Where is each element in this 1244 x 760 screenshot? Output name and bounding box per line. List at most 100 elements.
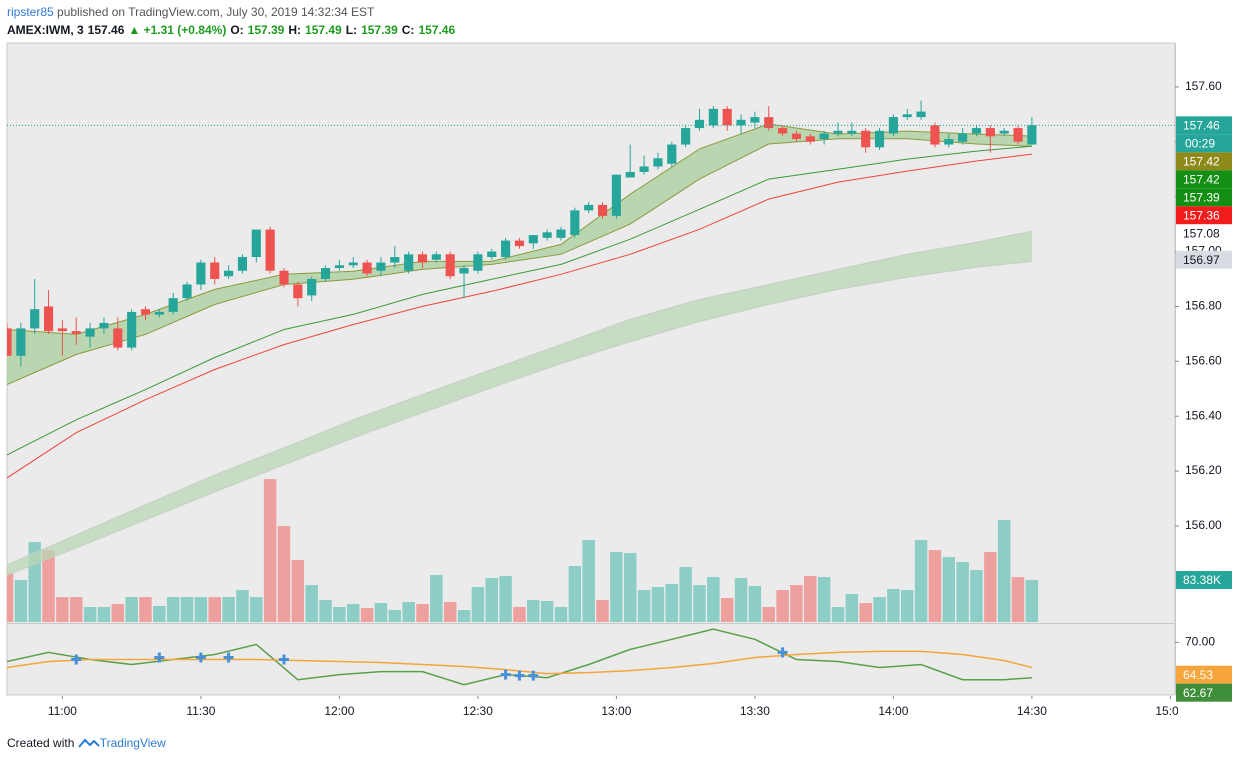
- countdown-label: 00:29: [1185, 136, 1215, 150]
- x-tick-label: 14:30: [1017, 704, 1047, 718]
- volume-bar: [277, 526, 291, 622]
- volume-bar: [527, 600, 540, 622]
- candle-body: [127, 311, 137, 348]
- volume-bar: [540, 601, 554, 622]
- candle-body: [473, 254, 483, 271]
- x-tick-label: 13:30: [740, 704, 770, 718]
- candle-body: [487, 251, 497, 258]
- footer-text: Created with: [7, 736, 75, 750]
- volume-bar: [236, 590, 249, 622]
- volume-bar: [83, 607, 97, 622]
- brand[interactable]: TradingView: [99, 736, 166, 750]
- volume-bar: [153, 605, 166, 622]
- volume-bar: [7, 573, 14, 622]
- candle-body: [570, 210, 580, 236]
- signal-marker: [223, 652, 234, 663]
- price-tag: [1176, 683, 1232, 702]
- footer: Created with TradingView: [7, 735, 166, 750]
- volume-bar: [70, 597, 83, 622]
- candle-body: [888, 117, 898, 134]
- volume-bar: [873, 597, 886, 622]
- volume-bar: [14, 580, 28, 622]
- symbol-line: AMEX:IWM, 3 157.46 ▲ +1.31 (+0.84%) O: 157.3…: [7, 23, 459, 37]
- countdown-tag: [1176, 134, 1232, 153]
- author[interactable]: ripster85: [7, 5, 54, 19]
- volume-bar: [42, 550, 55, 622]
- volume-bar: [596, 600, 609, 622]
- cloud-edge: [7, 260, 1032, 576]
- y-tick-label: 156.00: [1185, 518, 1222, 532]
- candle-body: [722, 108, 732, 126]
- price-tag: [1176, 571, 1232, 590]
- candle-body: [653, 158, 663, 167]
- x-tick-label: 12:00: [324, 704, 354, 718]
- published: published on TradingView.com, July 30, 2…: [57, 5, 375, 19]
- candle-body: [1013, 128, 1023, 142]
- candle-body: [154, 311, 164, 315]
- oscillator-line: [7, 628, 1032, 686]
- candle-body: [597, 204, 608, 216]
- signal-marker: [195, 652, 206, 663]
- volume-bar: [222, 597, 235, 622]
- volume-bar: [443, 602, 457, 622]
- candle-body: [279, 270, 289, 285]
- volume-bar: [430, 575, 443, 622]
- volume-bar: [97, 607, 111, 622]
- ema-line: [7, 153, 1032, 479]
- price-tag: [1176, 152, 1232, 171]
- candle-body: [736, 119, 746, 126]
- volume-bar: [831, 607, 845, 622]
- candle-body: [43, 306, 54, 332]
- symbol-part: H:: [288, 23, 302, 37]
- cloud-band: [7, 231, 1032, 576]
- candle-body: [224, 270, 234, 277]
- volume-bar: [1025, 580, 1039, 622]
- price-pane: [7, 100, 1175, 622]
- price-tag: [1176, 116, 1232, 135]
- volume-bar: [319, 600, 332, 622]
- volume-bar: [720, 598, 734, 622]
- signal-marker: [500, 669, 511, 680]
- y-tick-label: 70.00: [1185, 635, 1215, 649]
- candle-body: [930, 125, 940, 145]
- candle-body: [445, 254, 455, 277]
- candle-body: [196, 262, 206, 285]
- candle-body: [833, 130, 843, 134]
- volume-bar: [901, 590, 914, 622]
- volume-bar: [804, 576, 817, 622]
- signal-marker: [528, 670, 539, 681]
- volume-bar: [997, 520, 1011, 622]
- candle-body: [971, 128, 982, 134]
- candle-body: [764, 117, 774, 129]
- candle-body: [611, 174, 621, 216]
- symbol-part: 157.46: [87, 23, 125, 37]
- candle-body: [376, 262, 386, 271]
- volume-bar: [263, 479, 277, 622]
- price-tag: [1176, 170, 1232, 189]
- candle-body: [140, 309, 151, 315]
- volume-bar: [568, 566, 582, 622]
- price-tag: [1176, 224, 1232, 243]
- candle-body: [390, 257, 400, 263]
- candle-body: [708, 108, 718, 126]
- volume-bar: [859, 603, 872, 622]
- volume-bar: [333, 607, 346, 622]
- candle-body: [805, 136, 815, 142]
- price-tag-label: 62.67: [1183, 686, 1213, 700]
- cloud-edge: [7, 138, 1032, 386]
- y-tick-label: 156.20: [1185, 463, 1222, 477]
- time-axis: 11:00 11:30 12:00 12:30 13:00 13:30 14:00 14:30…: [48, 696, 1178, 718]
- candle-body: [404, 254, 414, 271]
- x-tick-label: 12:30: [463, 704, 493, 718]
- price-tag: [1176, 250, 1232, 269]
- symbol-part: 157.49: [305, 23, 342, 37]
- logo: [77, 738, 100, 748]
- volume-bar: [139, 597, 152, 622]
- price-tag-label: 157.42: [1183, 172, 1220, 186]
- candle-body: [57, 328, 67, 332]
- candle-body: [528, 235, 538, 244]
- signal-marker: [71, 654, 82, 665]
- price-tag-label: 157.08: [1183, 226, 1220, 240]
- y-tick-label: 157.60: [1185, 79, 1222, 93]
